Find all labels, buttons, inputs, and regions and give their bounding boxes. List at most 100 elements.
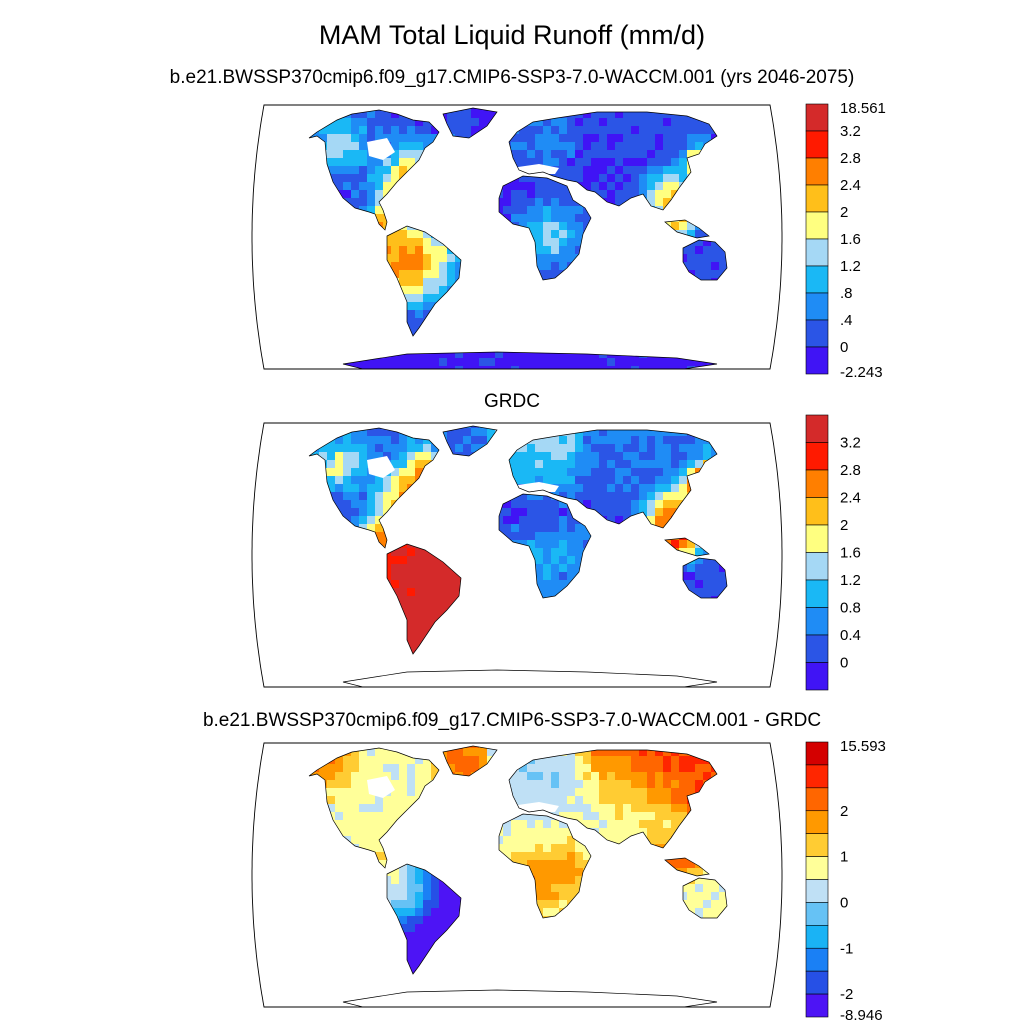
map-cell <box>687 764 696 773</box>
map-cell <box>759 580 767 588</box>
map-cell <box>719 780 727 789</box>
map-cell <box>703 476 712 485</box>
map-cell <box>575 532 584 541</box>
map-cell <box>431 484 440 493</box>
map-cell <box>607 230 616 239</box>
map-cell <box>335 110 344 119</box>
map-cell <box>551 564 560 573</box>
map-cell <box>335 596 344 605</box>
map-cell <box>311 350 320 359</box>
map-cell <box>575 580 584 589</box>
map-cell <box>287 326 295 334</box>
map-cell <box>287 820 295 828</box>
map-cell <box>679 302 688 311</box>
map-cell <box>415 548 424 557</box>
map-cell <box>343 318 352 327</box>
map-cell <box>759 342 767 350</box>
map-cell <box>607 150 616 159</box>
map-cell <box>623 182 632 191</box>
map-cell <box>647 764 656 773</box>
map-cell <box>591 108 600 111</box>
map-cell <box>343 270 352 279</box>
map-cell <box>399 604 408 613</box>
map-cell <box>479 318 488 327</box>
map-cell <box>503 134 512 143</box>
map-cell <box>767 214 775 222</box>
map-cell <box>479 820 488 829</box>
map-cell <box>591 780 600 789</box>
map-cell <box>287 126 295 134</box>
map-cell <box>703 628 712 637</box>
coastline <box>308 109 440 231</box>
map-cell <box>567 118 576 127</box>
map-cell <box>263 764 271 772</box>
map-cell <box>471 796 480 805</box>
map-cell <box>319 820 328 829</box>
map-cell <box>671 134 680 143</box>
map-cell <box>567 142 576 151</box>
map-cell <box>367 206 376 215</box>
map-cell <box>463 588 472 597</box>
map-cell <box>551 158 560 167</box>
map-cell <box>727 428 735 436</box>
map-cell <box>607 796 616 805</box>
map-cell <box>309 206 312 215</box>
map-cell <box>735 350 743 358</box>
colorbar-label: 0 <box>840 655 848 672</box>
map-cell <box>399 564 408 573</box>
map-cell <box>359 596 368 605</box>
map-cell <box>495 748 504 757</box>
map-cell <box>551 110 560 119</box>
map-cell <box>703 150 712 159</box>
map-cell <box>703 206 712 215</box>
map-cell <box>583 302 592 311</box>
map-cell <box>543 108 552 111</box>
map-cell <box>503 326 512 335</box>
map-cell <box>751 572 759 580</box>
map-cell <box>703 174 712 183</box>
map-cell <box>415 596 424 605</box>
map-cell <box>583 780 592 789</box>
map-cell <box>447 540 456 549</box>
map-cell <box>511 636 520 645</box>
map-cell <box>607 492 616 501</box>
map-cell <box>663 302 672 311</box>
map-cell <box>775 580 783 588</box>
map-cell <box>767 206 775 214</box>
map-cell <box>695 500 704 509</box>
map-cell <box>647 342 656 351</box>
map-cell <box>551 326 560 335</box>
map-cell <box>271 246 279 254</box>
map-cell <box>783 326 791 334</box>
map-cell <box>255 174 263 182</box>
map-cell <box>383 756 392 765</box>
map-cell <box>543 756 552 765</box>
map-cell <box>503 746 512 749</box>
map-cell <box>695 318 704 327</box>
map-cell <box>343 174 352 183</box>
map-cell <box>351 820 360 829</box>
map-cell <box>751 358 759 366</box>
map-cell <box>447 246 456 255</box>
map-cell <box>759 524 767 532</box>
map-cell <box>375 302 384 311</box>
map-cell <box>423 444 432 453</box>
map-cell <box>399 588 408 597</box>
panel-2-title: GRDC <box>484 391 540 412</box>
map-cell <box>783 318 791 326</box>
map-cell <box>631 572 640 581</box>
map-cell <box>327 230 336 239</box>
map-cell <box>639 166 648 175</box>
map-cell <box>711 532 720 541</box>
map-cell <box>655 516 664 525</box>
map-cell <box>711 326 720 335</box>
map-cell <box>735 516 743 524</box>
map-cell <box>487 270 496 279</box>
map-cell <box>775 366 783 374</box>
map-cell <box>783 612 791 620</box>
map-cell <box>695 428 704 437</box>
map-cell <box>391 318 400 327</box>
map-cell <box>279 214 287 222</box>
map-cell <box>359 326 368 335</box>
map-cell <box>431 358 440 367</box>
